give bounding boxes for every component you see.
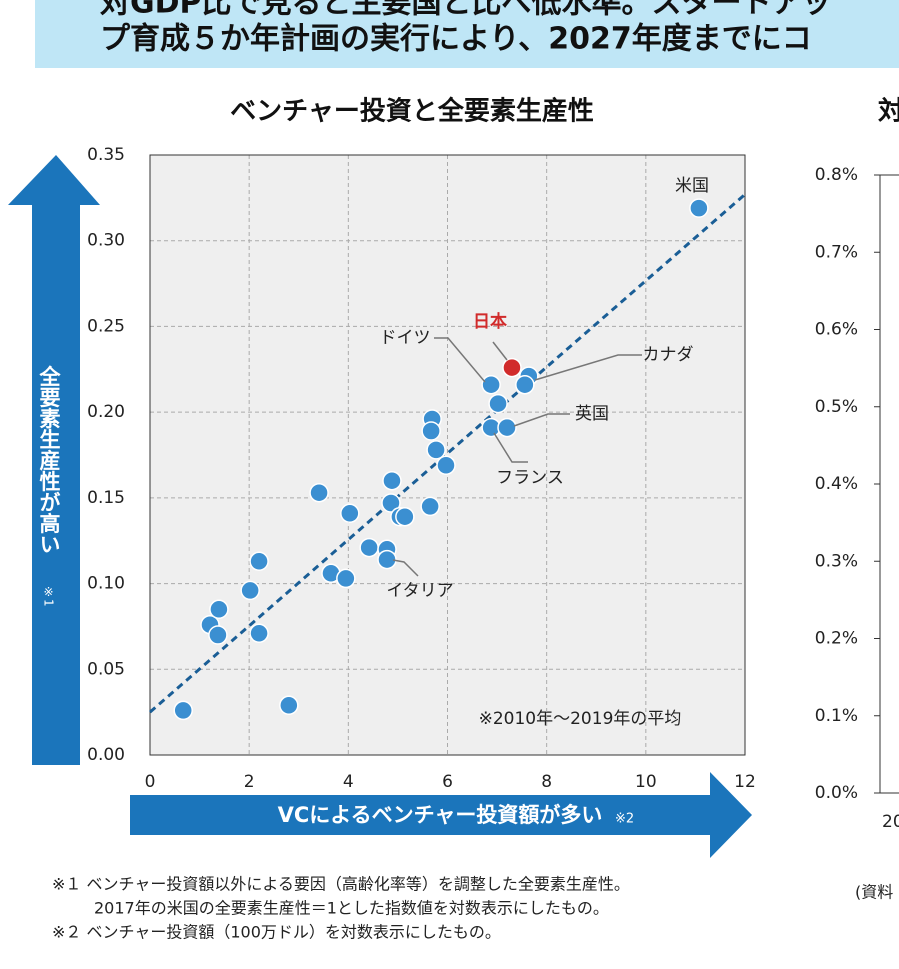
point [359, 537, 379, 558]
point [340, 503, 360, 524]
point-label: カナダ [643, 345, 694, 365]
point [209, 599, 229, 620]
point-label: 英国 [575, 404, 609, 424]
point [420, 496, 440, 517]
y-tick-label: 0.15 [87, 488, 125, 508]
source: (資料 [855, 883, 893, 902]
y-tick-label: 0.25 [87, 316, 125, 336]
y-tick-label: 0.4% [815, 474, 858, 494]
point [377, 549, 397, 570]
point [336, 568, 356, 589]
plot-border [149, 154, 746, 756]
leader-line [492, 341, 508, 361]
y-tick-label: 0.7% [815, 242, 858, 262]
plot-area [879, 174, 899, 794]
point-label: 日本 [473, 311, 507, 332]
x-tick-label: 6 [442, 772, 453, 792]
point [382, 470, 402, 491]
y-tick-label: 0.1% [815, 706, 858, 726]
y-tick-label: 0.30 [87, 231, 125, 251]
footnote: 2017年の米国の全要素生産性＝1とした指数値を対数表示にしたもの。 [94, 899, 609, 918]
banner-line: 対GDP比で見ると主要国と比べ低水準。スタートアッ [100, 0, 832, 21]
y-tick-label: 0.05 [87, 659, 125, 679]
point [381, 493, 401, 513]
y-axis-title: 全要素生産性が高い [37, 365, 62, 555]
x-tick-label: 10 [635, 772, 657, 792]
x-tick-label: 4 [343, 772, 354, 792]
x-axis-title: VCによるベンチャー投資額が多い [278, 803, 603, 827]
point [481, 374, 501, 395]
annotation: ※2010年～2019年の平均 [479, 709, 682, 729]
point [249, 551, 269, 572]
leader-line [513, 413, 570, 427]
y-tick-label: 0.2% [815, 629, 858, 649]
x-tick-label: 12 [734, 772, 756, 792]
point [436, 455, 456, 476]
y-axis-note: ※1 [42, 585, 56, 607]
point-label: フランス [496, 468, 564, 488]
point [488, 393, 508, 414]
y-tick-label: 0.5% [815, 397, 858, 417]
point [502, 357, 522, 378]
footnote: ※２ ベンチャー投資額（100万ドル）を対数表示にしたもの。 [52, 923, 501, 942]
point [249, 623, 269, 644]
x-tick-label: 2 [244, 772, 255, 792]
y-tick-label: 0.8% [815, 165, 858, 185]
y-tick-label: 0.3% [815, 551, 858, 571]
banner [35, 0, 899, 68]
banner-line: プ育成５か年計画の実行により、2027年度までにコ [100, 22, 812, 57]
point-label: 米国 [675, 176, 709, 196]
point [515, 374, 535, 395]
point [279, 695, 299, 716]
y-tick-label: 0.35 [87, 145, 125, 165]
y-arrow [8, 155, 100, 765]
plot-area [149, 154, 746, 756]
y-tick-label: 0.10 [87, 574, 125, 594]
y-tick-label: 0.6% [815, 320, 858, 340]
footnote: ※１ ベンチャー投資額以外による要因（高齢化率等）を調整した全要素生産性。 [52, 875, 630, 894]
point [309, 482, 329, 503]
chart-title: 対 [878, 97, 899, 127]
y-tick-label: 0.20 [87, 402, 125, 422]
x-tick-label: 0 [145, 772, 156, 792]
x-tick-label: 8 [541, 772, 552, 792]
y-tick-label: 0.00 [87, 745, 125, 765]
leader-line [493, 432, 528, 463]
point [426, 440, 446, 460]
leader-line [392, 559, 419, 577]
point [208, 625, 228, 645]
point [689, 198, 709, 218]
leader-line [434, 337, 486, 383]
leader-line [534, 354, 642, 381]
x-tick-label: 20 [882, 812, 899, 832]
point [421, 421, 441, 441]
chart-title: ベンチャー投資と全要素生産性 [230, 96, 594, 127]
x-axis-note: ※2 [615, 812, 634, 827]
point [240, 580, 260, 601]
point-label: ドイツ [380, 328, 431, 348]
point-label: イタリア [386, 581, 453, 601]
x-arrow [130, 772, 752, 858]
point [497, 417, 517, 438]
y-tick-label: 0.0% [815, 783, 858, 803]
point [173, 700, 193, 721]
point [395, 506, 415, 527]
